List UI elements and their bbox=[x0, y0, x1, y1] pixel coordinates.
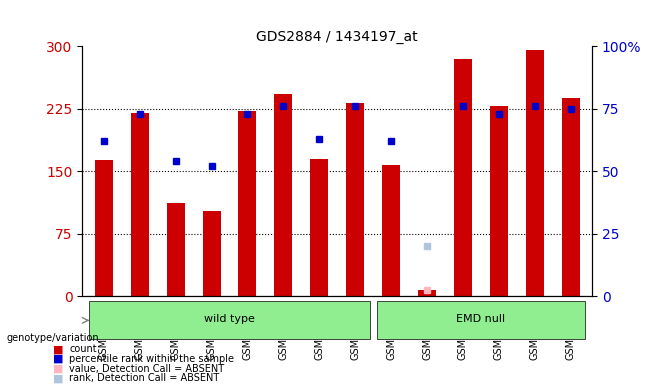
Bar bbox=[82, 296, 585, 297]
Bar bbox=[526, 50, 544, 296]
FancyBboxPatch shape bbox=[377, 301, 585, 339]
FancyBboxPatch shape bbox=[89, 301, 370, 339]
Bar bbox=[418, 290, 436, 296]
Bar bbox=[166, 203, 185, 296]
Title: GDS2884 / 1434197_at: GDS2884 / 1434197_at bbox=[257, 30, 418, 44]
Text: ■: ■ bbox=[53, 373, 63, 383]
Bar bbox=[490, 106, 508, 296]
Bar bbox=[311, 159, 328, 296]
Bar bbox=[274, 94, 292, 296]
Text: ■: ■ bbox=[53, 364, 63, 374]
Text: wild type: wild type bbox=[204, 314, 255, 324]
Bar bbox=[131, 113, 149, 296]
Bar bbox=[203, 211, 220, 296]
Bar bbox=[238, 111, 257, 296]
Text: ■: ■ bbox=[53, 344, 63, 354]
Bar bbox=[454, 60, 472, 296]
Bar bbox=[382, 166, 400, 296]
Bar bbox=[95, 161, 113, 296]
Text: count: count bbox=[69, 344, 97, 354]
Bar bbox=[346, 103, 364, 296]
Text: value, Detection Call = ABSENT: value, Detection Call = ABSENT bbox=[69, 364, 224, 374]
Bar bbox=[562, 98, 580, 296]
Text: rank, Detection Call = ABSENT: rank, Detection Call = ABSENT bbox=[69, 373, 219, 383]
Text: EMD null: EMD null bbox=[456, 314, 505, 324]
Text: ■: ■ bbox=[53, 354, 63, 364]
Text: percentile rank within the sample: percentile rank within the sample bbox=[69, 354, 234, 364]
Text: genotype/variation: genotype/variation bbox=[7, 333, 99, 343]
